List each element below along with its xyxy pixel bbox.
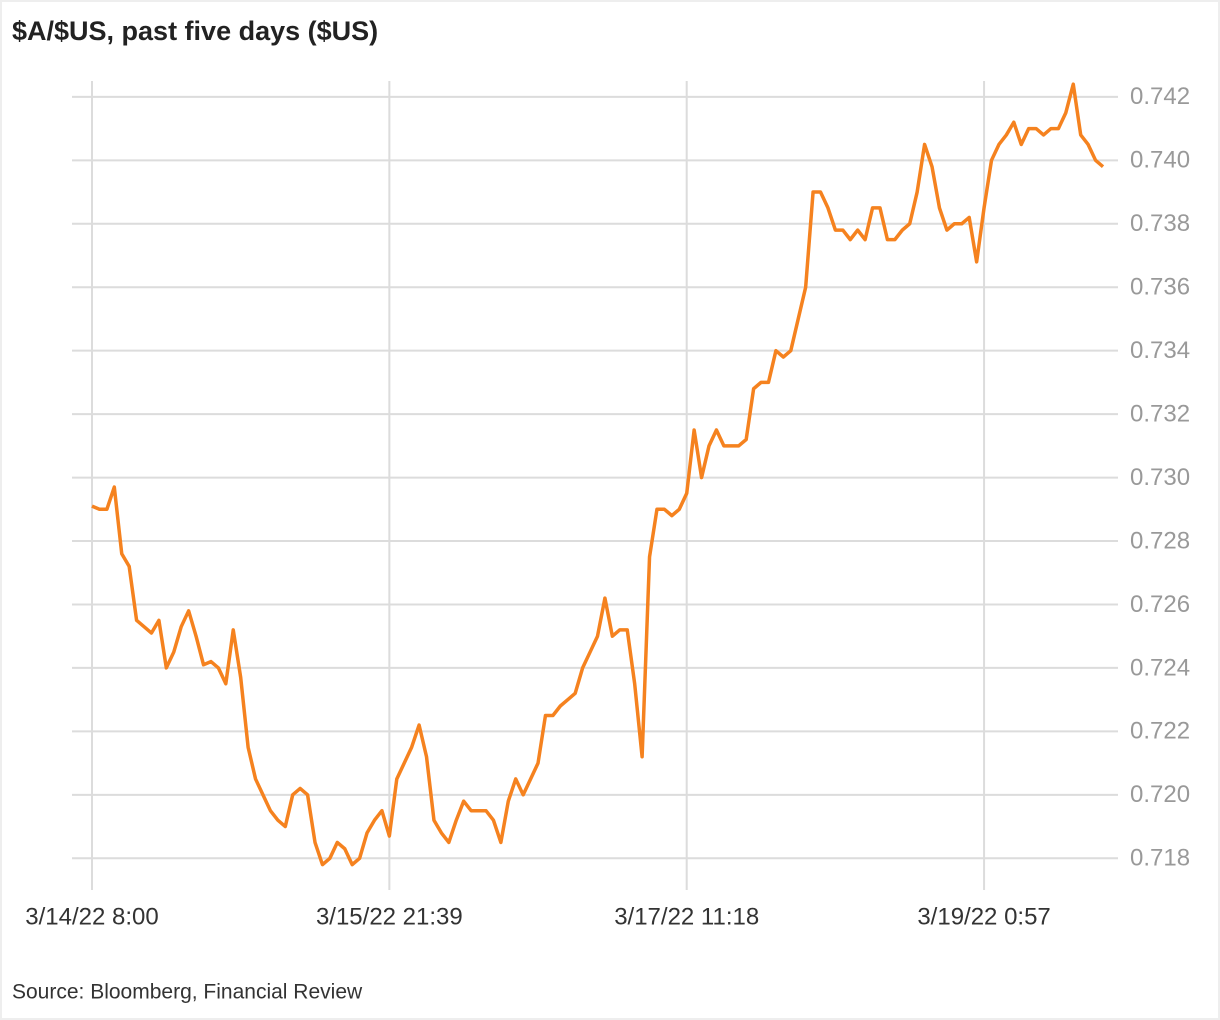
y-tick-label: 0.726 (1130, 591, 1190, 618)
source-note: Source: Bloomberg, Financial Review (12, 981, 363, 1004)
y-tick-label: 0.722 (1130, 718, 1190, 745)
y-tick-label: 0.720 (1130, 781, 1190, 808)
x-tick-label: 3/17/22 11:18 (614, 903, 759, 930)
x-tick-label: 3/14/22 8:00 (25, 903, 158, 930)
y-tick-label: 0.734 (1130, 337, 1190, 364)
y-tick-label: 0.740 (1130, 147, 1190, 174)
y-tick-label: 0.728 (1130, 527, 1190, 554)
x-tick-label: 3/15/22 21:39 (316, 903, 463, 930)
y-tick-label: 0.730 (1130, 464, 1190, 491)
y-tick-label: 0.718 (1130, 845, 1190, 872)
y-tick-label: 0.724 (1130, 654, 1190, 681)
x-tick-label: 3/19/22 0:57 (917, 903, 1050, 930)
chart-title: $A/$US, past five days ($US) (12, 16, 378, 46)
y-tick-label: 0.738 (1130, 210, 1190, 237)
price-line (91, 82, 1105, 867)
y-tick-label: 0.742 (1130, 83, 1190, 110)
y-tick-label: 0.736 (1130, 274, 1190, 301)
y-tick-label: 0.732 (1130, 400, 1190, 427)
